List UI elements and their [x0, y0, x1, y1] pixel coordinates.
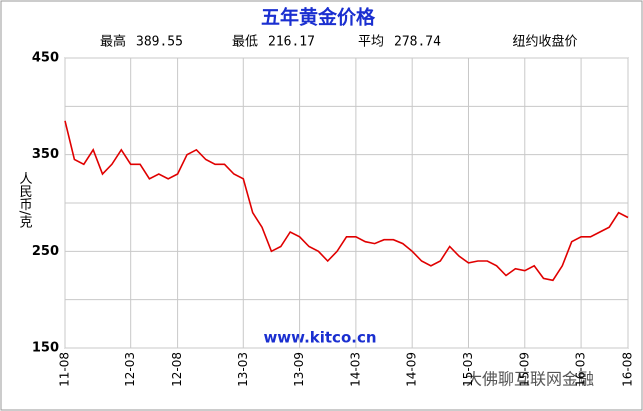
stat-label: 平均	[358, 35, 384, 50]
price-line	[64, 120, 629, 282]
subtitle: 纽约收盘价	[512, 34, 577, 50]
x-tick-label: 11-08	[58, 352, 72, 387]
x-tick-label: 13-09	[292, 352, 306, 387]
x-tick-label: 15-03	[461, 352, 475, 387]
x-tick-label: 12-03	[123, 352, 137, 387]
y-tick-label: 150	[32, 341, 59, 356]
y-tick-label: 250	[32, 244, 59, 259]
x-tick-label: 14-09	[405, 352, 419, 387]
y-tick-label: 350	[32, 147, 59, 162]
x-tick-label: 13-03	[236, 352, 250, 387]
stat-value: 216.17	[268, 35, 315, 50]
stat-label: 最低	[232, 35, 258, 50]
y-axis-label: 人民币/克	[17, 172, 33, 230]
stat-value: 389.55	[136, 35, 183, 50]
watermark: 大佛聊互联网金融	[466, 370, 594, 389]
y-tick-label: 450	[32, 51, 59, 66]
x-tick-label: 16-03	[574, 352, 588, 387]
x-tick-label: 15-09	[517, 352, 531, 387]
x-tick-label: 14-03	[348, 352, 362, 387]
chart-title: 五年黄金价格	[261, 6, 376, 29]
x-tick-label: 16-08	[621, 352, 635, 387]
x-tick-label: 12-08	[170, 352, 184, 387]
annotation: www.kitco.cn	[263, 329, 376, 347]
stat-label: 最高	[100, 34, 126, 50]
stat-value: 278.74	[394, 35, 441, 50]
